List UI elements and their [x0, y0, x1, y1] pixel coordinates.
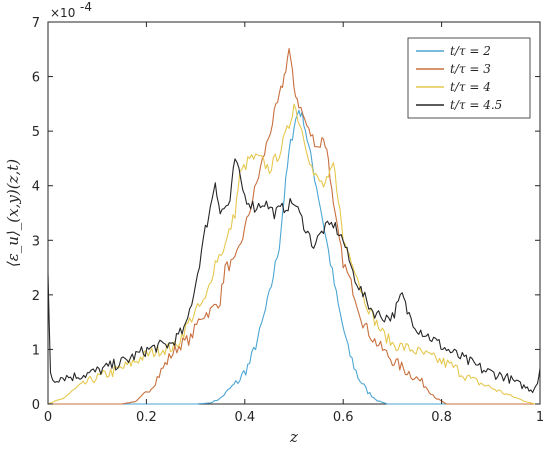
- x-tick-label: 0.6: [333, 410, 354, 425]
- y-tick-label: 2: [32, 289, 40, 304]
- x-tick-label: 0.4: [234, 410, 255, 425]
- x-tick-label: 0.8: [431, 410, 452, 425]
- y-tick-label: 1: [32, 343, 40, 358]
- series-line-3: [47, 158, 541, 394]
- x-axis-label: z: [289, 428, 298, 446]
- y-tick-label: 0: [32, 398, 40, 413]
- legend-entry: t/τ = 4.5: [450, 98, 502, 112]
- y-multiplier-label: ×10: [50, 6, 75, 20]
- legend-entry: t/τ = 3: [450, 62, 491, 76]
- plot-area: 0 0.2 0.4 0.6 0.8 1 0 1 2 3 4 5 6 7: [32, 16, 544, 425]
- y-tick-label: 7: [32, 16, 40, 31]
- x-tick-label: 1: [536, 410, 544, 425]
- y-tick-label: 3: [32, 234, 40, 249]
- y-axis-label: ⟨ε_u⟩_(x,y)(z,t): [4, 159, 22, 267]
- axes-box: [47, 21, 541, 405]
- x-tick-label: 0.2: [136, 410, 157, 425]
- legend: t/τ = 2 t/τ = 3 t/τ = 4 t/τ = 4.5: [407, 37, 531, 119]
- y-tick-label: 4: [32, 180, 40, 195]
- x-tick-label: 0: [44, 410, 52, 425]
- series-layer: [47, 48, 541, 405]
- legend-entry: t/τ = 4: [450, 80, 491, 94]
- y-multiplier-exponent: -4: [80, 0, 92, 14]
- legend-entry: t/τ = 2: [450, 44, 491, 58]
- y-tick-label: 5: [32, 125, 40, 140]
- y-tick-label: 6: [32, 71, 40, 86]
- series-line-1: [48, 48, 540, 405]
- series-line-2: [47, 103, 540, 405]
- series-line-0: [48, 109, 540, 405]
- ticks-layer: 0 0.2 0.4 0.6 0.8 1 0 1 2 3 4 5 6 7: [32, 16, 544, 425]
- y-multiplier: ×10 -4: [50, 0, 92, 20]
